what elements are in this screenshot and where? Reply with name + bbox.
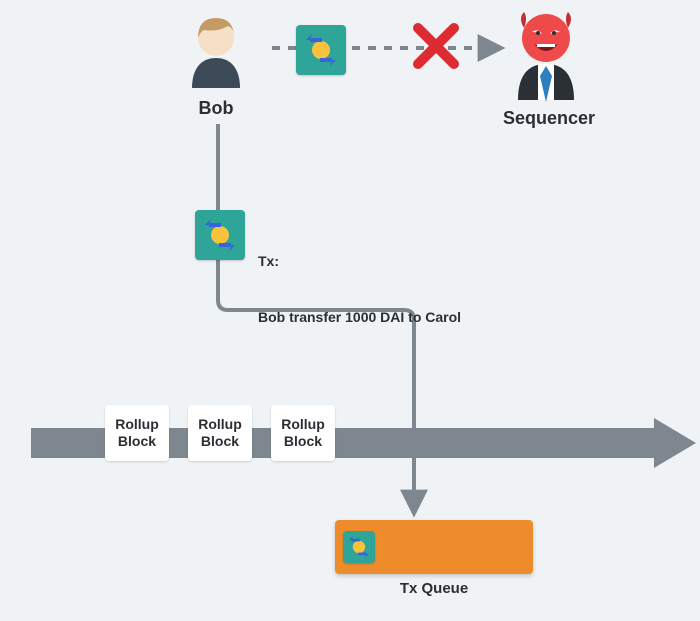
tx-line1: Tx:	[258, 252, 461, 271]
tx-icon-top	[296, 25, 346, 75]
tx-icon-mid	[195, 210, 245, 260]
sequencer-avatar	[512, 6, 580, 102]
tx-queue-icon	[343, 531, 375, 563]
sequencer-label: Sequencer	[494, 108, 604, 129]
tx-queue-label: Tx Queue	[335, 580, 533, 597]
tx-description: Tx: Bob transfer 1000 DAI to Carol	[258, 214, 461, 346]
bob-avatar	[188, 10, 244, 90]
rollup-block-2: Rollup Block	[188, 405, 252, 461]
bob-label: Bob	[176, 98, 256, 119]
tx-line2: Bob transfer 1000 DAI to Carol	[258, 308, 461, 327]
rollup-block-3: Rollup Block	[271, 405, 335, 461]
rollup-block-1: Rollup Block	[105, 405, 169, 461]
tx-queue-box	[335, 520, 533, 574]
blocked-x-icon	[418, 28, 454, 64]
